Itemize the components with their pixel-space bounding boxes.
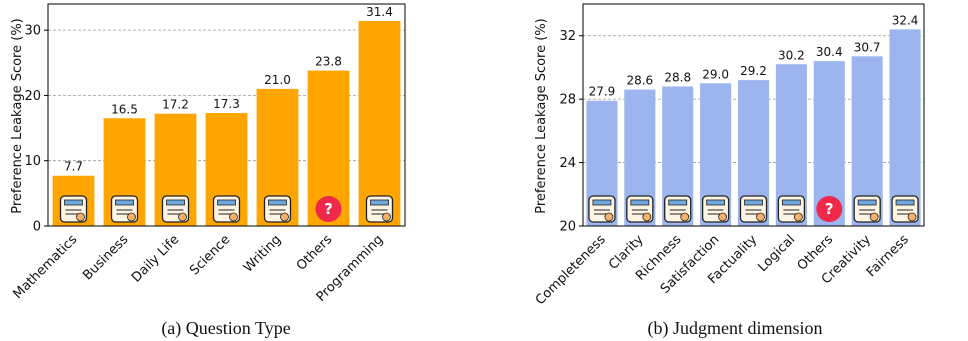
data-label: 7.7 [64,160,83,174]
data-label: 29.2 [740,64,767,78]
data-label: 29.0 [702,67,729,81]
bulb-magnifier-icon [626,195,654,223]
data-label: 17.3 [213,97,240,111]
x-tick-label: Business [80,232,131,283]
bar [889,29,921,226]
x-tick-label: Writing [241,232,284,275]
clipboard-check-icon [588,195,616,223]
caption-b: (b) Judgment dimension [648,318,823,339]
y-tick-label: 20 [559,220,576,235]
y-tick-label: 10 [24,154,41,169]
plot-frame [47,3,406,227]
handshake-briefcase-icon [110,195,139,223]
panel-question-type: Preference Leakage Score (%) 7.7 16.5 17.2… [10,3,406,339]
x-tick-label: Science [187,232,233,278]
x-tick-label: Fairness [864,232,912,280]
data-label: 30.2 [778,48,805,62]
writing-bulb-icon [263,195,292,223]
y-axis-label-b: Preference Leakage Score (%) [534,18,549,213]
data-label: 32.4 [892,13,919,27]
bar [358,20,401,226]
question-mark-icon: ? [816,196,843,222]
data-label: 30.7 [854,40,881,54]
lab-flask-icon [212,195,241,223]
data-label: 28.8 [664,70,691,84]
y-tick-label: 20 [24,89,41,104]
y-tick-label: 32 [559,29,576,44]
data-label: 30.4 [816,45,843,59]
pie-chart-money-icon [161,195,190,223]
y-axis-label-a: Preference Leakage Score (%) [10,18,25,213]
x-tick-label: Completeness [533,232,609,308]
balance-scale-icon [891,195,919,223]
plot-frame [582,3,925,227]
sine-formula-icon [59,195,88,223]
y-tick-label: 24 [559,156,576,171]
survey-form-icon [701,195,730,223]
logic-gears-icon [777,195,806,223]
creative-head-icon [853,195,881,223]
data-label: 16.5 [111,102,138,116]
code-window-icon [365,195,394,223]
data-label: 31.4 [366,5,393,19]
svg-text:?: ? [324,200,333,218]
x-tick-label: Mathematics [10,232,80,302]
data-label: 17.2 [162,98,189,112]
y-tick-label: 28 [559,93,576,108]
question-mark-icon: ? [315,196,342,222]
fact-document-icon [739,195,768,223]
data-label: 21.0 [264,73,291,87]
x-tick-label: Logical [755,232,798,275]
data-label: 28.6 [626,74,653,88]
document-stack-icon [664,195,692,223]
svg-text:?: ? [825,200,834,218]
y-tick-label: 30 [24,24,41,39]
data-label: 23.8 [315,55,342,69]
x-tick-label: Others [294,232,336,274]
x-tick-label: Daily Life [129,232,182,285]
caption-a: (a) Question Type [161,318,290,339]
data-label: 27.9 [589,85,616,99]
panel-judgment-dimension: Preference Leakage Score (%) 27.9 28.6 28.… [533,3,925,339]
y-tick-label: 0 [33,220,41,235]
